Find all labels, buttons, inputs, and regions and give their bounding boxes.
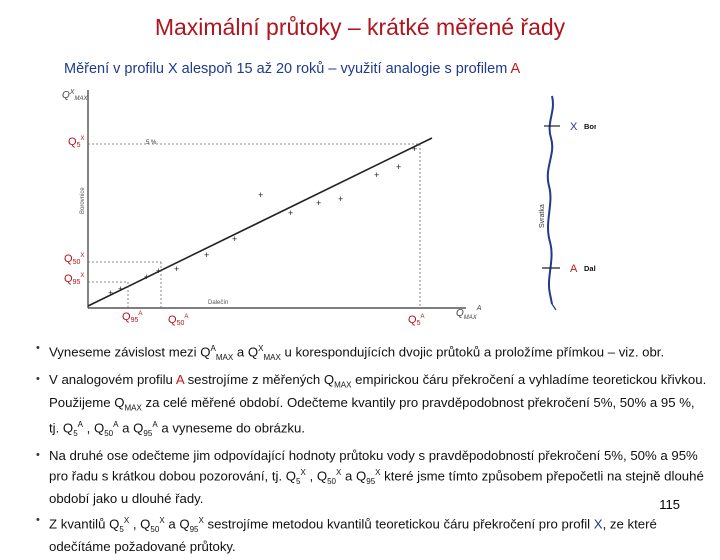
svg-text:+: +	[412, 144, 417, 154]
bullet-1: • Vyneseme závislost mezi QAMAX a QXMAX u…	[36, 342, 665, 363]
svg-text:+: +	[156, 266, 161, 276]
river-label: Svratka	[539, 204, 546, 228]
x-tick-q95a: Q95A	[122, 311, 142, 324]
svg-text:+: +	[396, 162, 401, 172]
svg-text:+: +	[374, 170, 379, 180]
bullet-3: • Na druhé ose odečteme jim odpovídající …	[36, 448, 704, 507]
page-number: 115	[659, 497, 680, 512]
svg-text:+: +	[118, 284, 123, 294]
bullet-2-profile-a: A	[175, 372, 184, 388]
bullet-list: • Vyneseme závislost mezi QAMAX a QXMAX u…	[36, 340, 708, 560]
x-axis-label: QMAXA	[456, 305, 482, 321]
five-percent-label: 5 %	[146, 140, 157, 146]
subtitle-text: Měření v profilu X alespoň 15 až 20 roků…	[64, 61, 511, 77]
river-line	[546, 95, 554, 305]
x-tick-q50a: Q50A	[168, 314, 188, 327]
scatter-points: + + + + + + + + + + + + + +	[108, 144, 417, 298]
y-axis-vertical-text: Borovnice	[80, 187, 86, 214]
regression-line	[87, 137, 433, 307]
y-tick-q5x: Q5X	[68, 136, 84, 149]
slide-title: Maximální průtoky – krátké měřené řady	[154, 14, 566, 40]
svg-text:+: +	[258, 190, 263, 200]
svg-text:+: +	[174, 264, 179, 274]
svg-text:+: +	[204, 250, 209, 260]
svg-text:+: +	[288, 208, 293, 218]
svg-text:+: +	[232, 234, 237, 244]
x-axis-text: Dalečín	[208, 300, 228, 306]
quantile-guides	[88, 143, 421, 308]
y-axis-label: QXMAX	[62, 89, 88, 102]
station-x-letter: X	[570, 121, 578, 133]
slide-subtitle: Měření v profilu X alespoň 15 až 20 roků…	[64, 61, 520, 77]
subtitle-profile-a: A	[510, 61, 521, 77]
svg-text:+: +	[338, 194, 343, 204]
station-a-letter: A	[570, 263, 578, 275]
svg-text:+: +	[144, 272, 149, 282]
bullet-2: • V analogovém profilu A sestrojíme z měř…	[36, 372, 707, 439]
bullet-4-profile-x: X	[593, 516, 603, 532]
y-tick-q95x: Q95X	[64, 273, 84, 286]
svg-text:+: +	[108, 288, 113, 298]
analogy-figure: + + + + + + + + + + + + + + QXMAX Q5X Q50X Q95X B…	[62, 89, 596, 327]
river-flow-marker	[551, 303, 557, 311]
x-tick-q5a: Q5A	[408, 314, 424, 327]
station-x-name: Borovnice	[584, 122, 596, 131]
bullet-4: • Z kvantilů Q5X , Q50X a Q95X sestrojíme…	[36, 514, 657, 555]
svg-text:+: +	[316, 198, 321, 208]
y-tick-q50x: Q50X	[64, 253, 84, 266]
station-a-name: Dalečín	[584, 264, 596, 273]
